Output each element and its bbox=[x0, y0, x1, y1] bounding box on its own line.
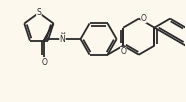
Text: O: O bbox=[141, 14, 146, 23]
Text: O: O bbox=[120, 47, 126, 56]
Text: H: H bbox=[60, 32, 65, 37]
Text: N: N bbox=[60, 35, 65, 44]
Text: O: O bbox=[41, 58, 47, 68]
Text: S: S bbox=[36, 8, 41, 17]
